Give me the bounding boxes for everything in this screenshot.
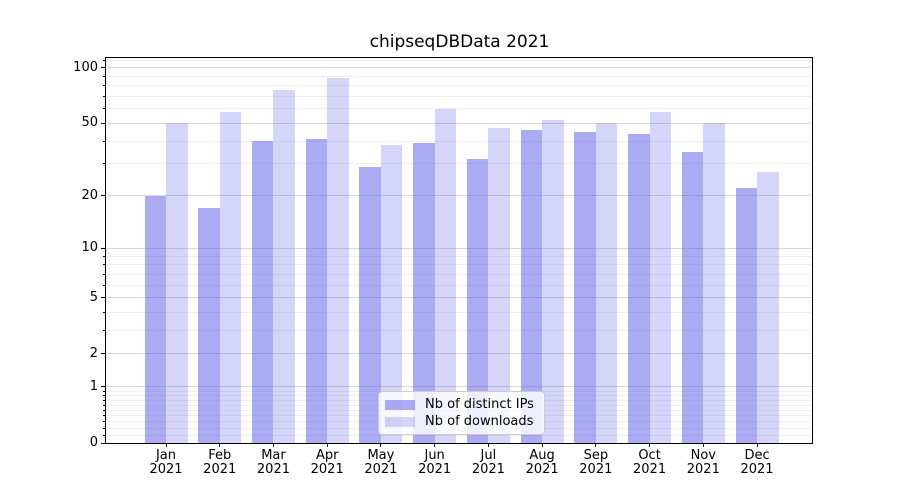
x-tick-month-label: Jul (480, 448, 497, 463)
y-tick-label: 5 (89, 289, 98, 305)
x-tick (487, 443, 489, 448)
x-tick (595, 443, 597, 448)
y-tick-label: 0 (89, 435, 98, 451)
x-tick-year-label: 2021 (418, 462, 452, 477)
y-minor-tick (102, 311, 105, 313)
x-tick (165, 443, 167, 448)
x-tick-label-apr: Apr 2021 (299, 449, 355, 477)
x-tick (541, 443, 543, 448)
x-tick-year-label: 2021 (149, 462, 183, 477)
y-minor-tick (102, 390, 105, 392)
y-tick (101, 122, 105, 124)
x-tick-year-label: 2021 (364, 462, 398, 477)
chart-title: chipseqDBData 2021 (369, 32, 550, 52)
y-minor-tick (102, 75, 105, 77)
x-tick (326, 443, 328, 448)
x-tick-month-label: Sep (583, 448, 609, 463)
y-tick (101, 67, 105, 69)
x-tick-year-label: 2021 (633, 462, 667, 477)
y-minor-tick (102, 330, 105, 332)
y-minor-tick (102, 255, 105, 257)
x-tick (702, 443, 704, 448)
x-tick-year-label: 2021 (525, 462, 559, 477)
y-tick (101, 386, 105, 388)
y-tick-label: 100 (73, 59, 98, 75)
y-tick-label: 1 (89, 378, 98, 394)
legend-label-distinct-ips: Nb of distinct IPs (425, 397, 534, 412)
x-tick-month-label: Mar (261, 448, 286, 463)
x-tick-label-jun: Jun 2021 (407, 449, 463, 477)
x-tick (219, 443, 221, 448)
x-tick-year-label: 2021 (579, 462, 613, 477)
y-minor-tick (102, 140, 105, 142)
y-minor-tick (102, 435, 105, 437)
y-tick-label: 50 (81, 115, 98, 131)
x-tick-label-may: May 2021 (353, 449, 409, 477)
x-tick-month-label: May (367, 448, 395, 463)
x-tick (272, 443, 274, 448)
x-tick-label-aug: Aug 2021 (514, 449, 570, 477)
x-tick-year-label: 2021 (256, 462, 290, 477)
y-minor-tick (102, 85, 105, 87)
y-minor-tick (102, 399, 105, 401)
x-tick (380, 443, 382, 448)
x-tick (434, 443, 436, 448)
x-tick-label-sep: Sep 2021 (568, 449, 624, 477)
y-minor-tick (102, 421, 105, 423)
x-tick-month-label: Apr (315, 448, 339, 463)
y-minor-tick (102, 273, 105, 275)
x-tick (756, 443, 758, 448)
x-tick-year-label: 2021 (203, 462, 237, 477)
y-minor-tick (102, 427, 105, 429)
y-tick (101, 442, 105, 444)
legend-swatch-downloads (385, 416, 415, 427)
x-tick-label-jan: Jan 2021 (138, 449, 194, 477)
legend-label-downloads: Nb of downloads (425, 414, 534, 429)
y-minor-tick (102, 108, 105, 110)
x-tick-month-label: Oct (638, 448, 661, 463)
y-minor-tick (102, 415, 105, 417)
x-tick (649, 443, 651, 448)
x-tick-month-label: Jun (424, 448, 445, 463)
y-tick (101, 297, 105, 299)
x-tick-year-label: 2021 (686, 462, 720, 477)
legend-item-distinct-ips: Nb of distinct IPs (385, 396, 544, 413)
x-tick-label-mar: Mar 2021 (245, 449, 301, 477)
y-minor-tick (102, 59, 105, 61)
x-tick-month-label: Aug (529, 448, 555, 463)
y-minor-tick (102, 163, 105, 165)
y-tick (101, 195, 105, 197)
legend-item-downloads: Nb of downloads (385, 413, 544, 430)
x-tick-month-label: Nov (690, 448, 716, 463)
y-minor-tick (102, 394, 105, 396)
y-tick (101, 247, 105, 249)
y-minor-tick (102, 409, 105, 411)
x-tick-year-label: 2021 (471, 462, 505, 477)
y-tick (101, 353, 105, 355)
y-tick-label: 10 (81, 240, 98, 256)
legend: Nb of distinct IPs Nb of downloads (378, 391, 545, 435)
y-tick-label: 2 (89, 345, 98, 361)
x-tick-label-nov: Nov 2021 (675, 449, 731, 477)
x-tick-month-label: Dec (744, 448, 770, 463)
legend-swatch-distinct-ips (385, 399, 415, 410)
x-tick-year-label: 2021 (310, 462, 344, 477)
y-minor-tick (102, 264, 105, 266)
y-minor-tick (102, 284, 105, 286)
x-tick-month-label: Jan (155, 448, 177, 463)
x-tick-label-dec: Dec 2021 (729, 449, 785, 477)
y-minor-tick (102, 96, 105, 98)
y-tick-label: 20 (81, 187, 98, 203)
x-tick-year-label: 2021 (740, 462, 774, 477)
y-minor-tick (102, 404, 105, 406)
x-tick-label-oct: Oct 2021 (622, 449, 678, 477)
x-tick-label-feb: Feb 2021 (192, 449, 248, 477)
x-tick-month-label: Feb (208, 448, 232, 463)
x-tick-label-jul: Jul 2021 (460, 449, 516, 477)
